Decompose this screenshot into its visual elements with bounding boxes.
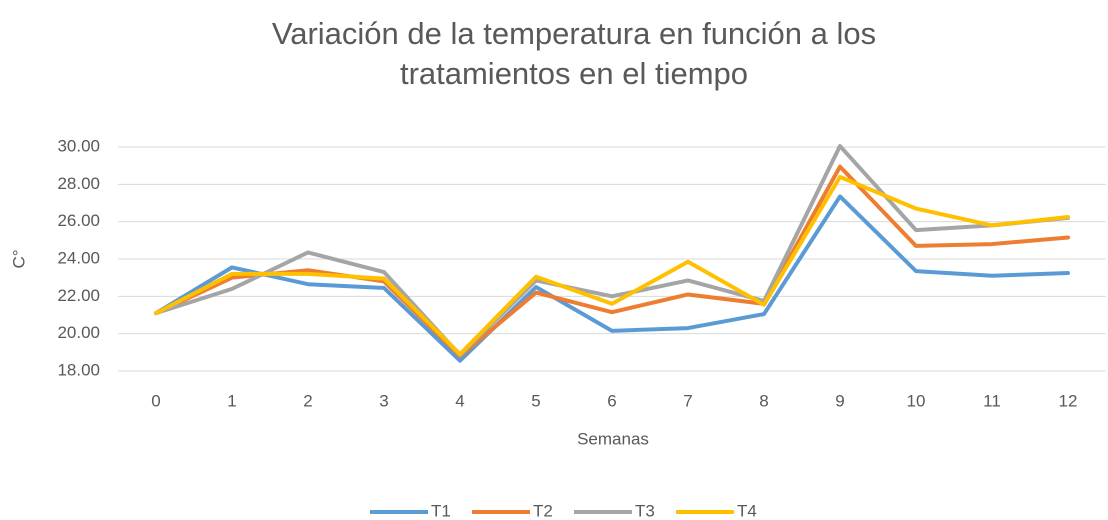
x-tick-label: 1 — [227, 391, 236, 410]
x-tick-label: 7 — [683, 391, 692, 410]
x-axis-label: Semanas — [577, 429, 649, 448]
x-tick-label: 10 — [907, 391, 926, 410]
legend-label: T3 — [635, 501, 655, 520]
legend-label: T1 — [431, 501, 451, 520]
y-tick-label: 20.00 — [57, 323, 100, 342]
y-tick-label: 18.00 — [57, 360, 100, 379]
x-tick-label: 12 — [1059, 391, 1078, 410]
y-tick-label: 30.00 — [57, 136, 100, 155]
x-tick-label: 3 — [379, 391, 388, 410]
legend-label: T4 — [737, 501, 757, 520]
x-tick-label: 9 — [835, 391, 844, 410]
x-tick-label: 11 — [983, 391, 1001, 410]
x-tick-label: 4 — [455, 391, 464, 410]
x-tick-label: 5 — [531, 391, 540, 410]
y-tick-label: 22.00 — [57, 286, 100, 305]
series-line — [154, 194, 1070, 363]
x-tick-label: 0 — [151, 391, 160, 410]
x-tick-label: 2 — [303, 391, 312, 410]
chart-title: Variación de la temperatura en función a… — [271, 16, 877, 91]
x-tick-label: 6 — [607, 391, 616, 410]
y-axis-label: C° — [9, 249, 28, 268]
y-tick-label: 26.00 — [57, 211, 100, 230]
y-tick-label: 28.00 — [57, 174, 100, 193]
series-line — [154, 164, 1070, 359]
series-line — [154, 174, 1070, 357]
series-line — [154, 144, 1070, 358]
y-tick-label: 24.00 — [57, 248, 100, 267]
legend-label: T2 — [533, 501, 553, 520]
x-tick-label: 8 — [759, 391, 768, 410]
